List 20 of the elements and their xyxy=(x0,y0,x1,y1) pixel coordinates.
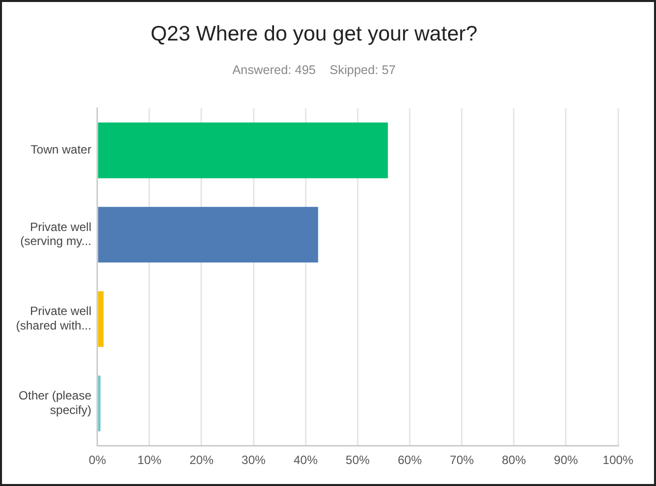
x-tick-label: 100% xyxy=(602,453,634,468)
x-tick-label: 60% xyxy=(398,453,422,468)
bar xyxy=(98,291,104,347)
x-tick-label: 10% xyxy=(137,453,162,468)
bar xyxy=(98,122,388,178)
x-tick-label: 20% xyxy=(189,453,214,468)
y-tick-label: Town water xyxy=(30,142,92,157)
x-tick-label: 90% xyxy=(554,453,578,468)
x-tick-label: 80% xyxy=(502,453,526,468)
x-tick-label: 50% xyxy=(346,453,370,468)
x-tick-label: 0% xyxy=(88,453,106,468)
y-tick-label: Private well (serving my... xyxy=(20,220,92,248)
x-tick-label: 30% xyxy=(242,453,266,468)
x-tick-label: 40% xyxy=(294,453,318,468)
chart-subtitle: Answered: 495 Skipped: 57 xyxy=(232,63,396,78)
y-tick-label: Other (please specify) xyxy=(18,388,92,417)
chart-title: Q23 Where do you get your water? xyxy=(150,22,478,46)
bar xyxy=(98,206,318,263)
y-tick-label: Private well (shared with... xyxy=(16,304,92,333)
x-tick-label: 70% xyxy=(450,453,474,468)
